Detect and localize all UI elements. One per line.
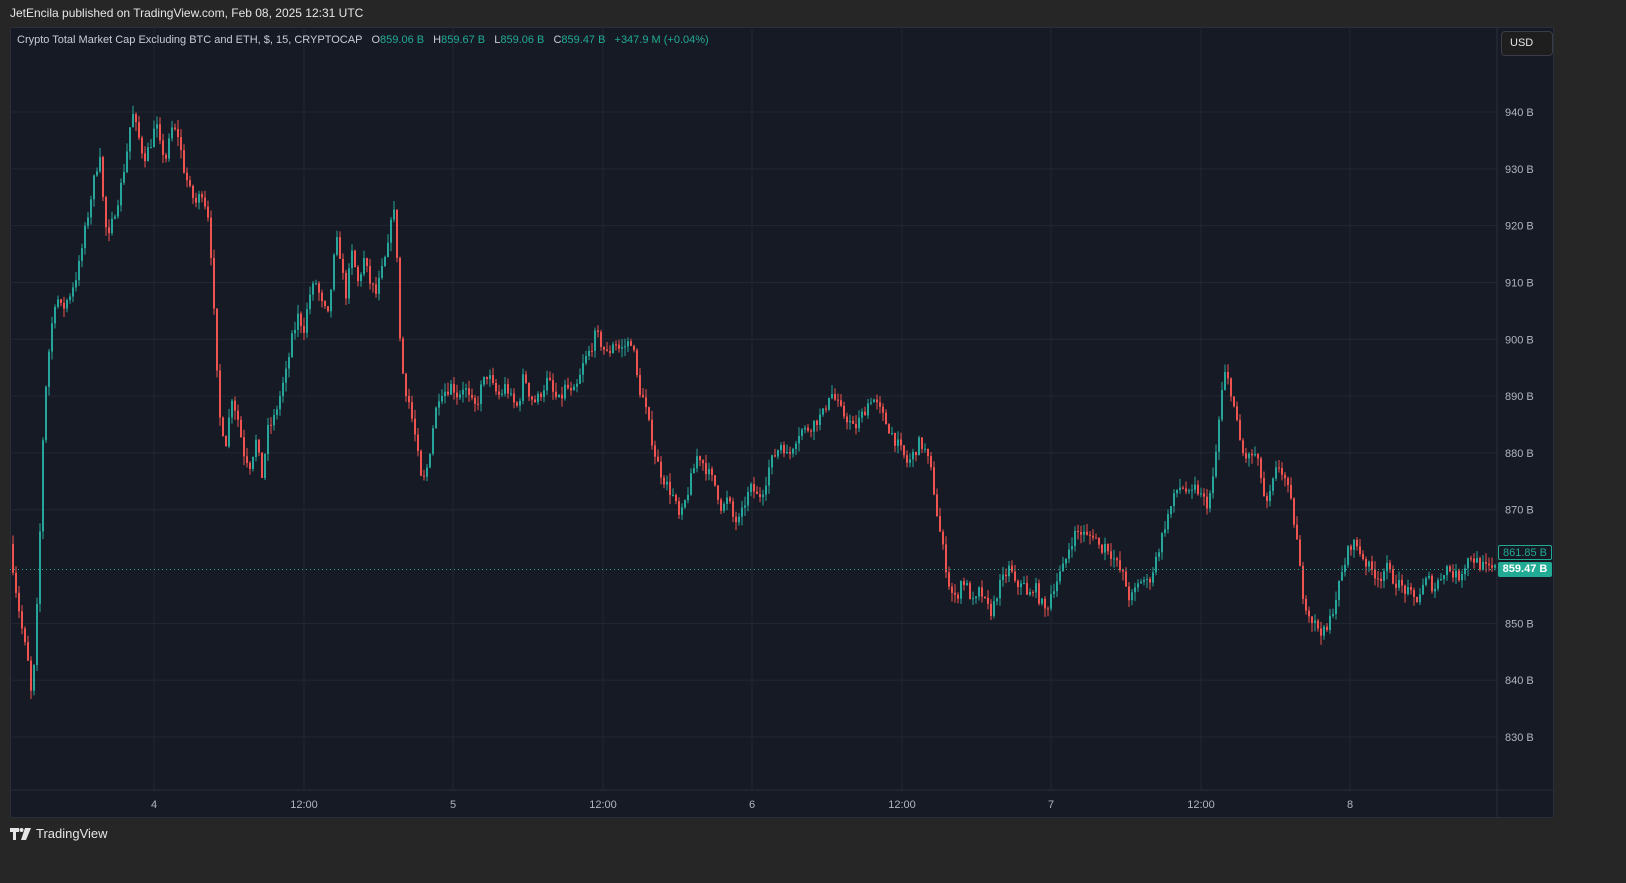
svg-text:940 B: 940 B — [1505, 107, 1534, 119]
high-value: 859.67 B — [441, 34, 486, 46]
change-value: +347.9 M (+0.04%) — [614, 34, 709, 46]
svg-text:6: 6 — [749, 799, 755, 811]
svg-text:12:00: 12:00 — [1187, 799, 1215, 811]
candles — [12, 105, 1496, 700]
svg-text:850 B: 850 B — [1505, 618, 1534, 630]
svg-text:12:00: 12:00 — [290, 799, 318, 811]
svg-text:7: 7 — [1048, 799, 1054, 811]
tradingview-logo-icon — [10, 827, 31, 840]
symbol-title[interactable]: Crypto Total Market Cap Excluding BTC an… — [17, 34, 363, 46]
axes: 940 B 930 B 920 B 910 B 900 B 890 B 880 B 870 B… — [10, 27, 1554, 818]
close-label: C — [553, 34, 562, 46]
svg-text:920 B: 920 B — [1505, 221, 1534, 233]
brand-name: TradingView — [36, 826, 108, 841]
open-value: 859.06 B — [380, 34, 425, 46]
svg-text:12:00: 12:00 — [888, 799, 916, 811]
svg-text:890 B: 890 B — [1505, 391, 1534, 403]
svg-text:840 B: 840 B — [1505, 675, 1534, 687]
svg-text:910 B: 910 B — [1505, 277, 1534, 289]
publisher-caption: JetEncila published on TradingView.com, … — [10, 6, 364, 20]
chart-pane[interactable] — [10, 27, 1554, 818]
low-label: L — [494, 34, 501, 46]
candlestick-chart[interactable]: 940 B 930 B 920 B 910 B 900 B 890 B 880 B 870 B… — [10, 27, 1554, 818]
currency-button[interactable]: USD — [1501, 31, 1553, 56]
high-label: H — [433, 34, 442, 46]
svg-text:930 B: 930 B — [1505, 164, 1534, 176]
footer-brand[interactable]: TradingView — [10, 826, 108, 841]
open-label: O — [371, 34, 381, 46]
svg-text:870 B: 870 B — [1505, 505, 1534, 517]
svg-text:8: 8 — [1347, 799, 1353, 811]
svg-text:880 B: 880 B — [1505, 448, 1534, 460]
series-legend: Crypto Total Market Cap Excluding BTC an… — [17, 34, 709, 46]
close-value: 859.47 B — [561, 34, 606, 46]
low-value: 859.06 B — [500, 34, 545, 46]
svg-text:4: 4 — [151, 799, 157, 811]
svg-text:5: 5 — [450, 799, 456, 811]
previous-price-tag: 861.85 B — [1498, 545, 1552, 560]
svg-text:900 B: 900 B — [1505, 334, 1534, 346]
grid-lines — [10, 27, 1497, 790]
last-price-tag: 859.47 B — [1498, 562, 1552, 577]
svg-text:12:00: 12:00 — [589, 799, 617, 811]
svg-text:830 B: 830 B — [1505, 732, 1534, 744]
